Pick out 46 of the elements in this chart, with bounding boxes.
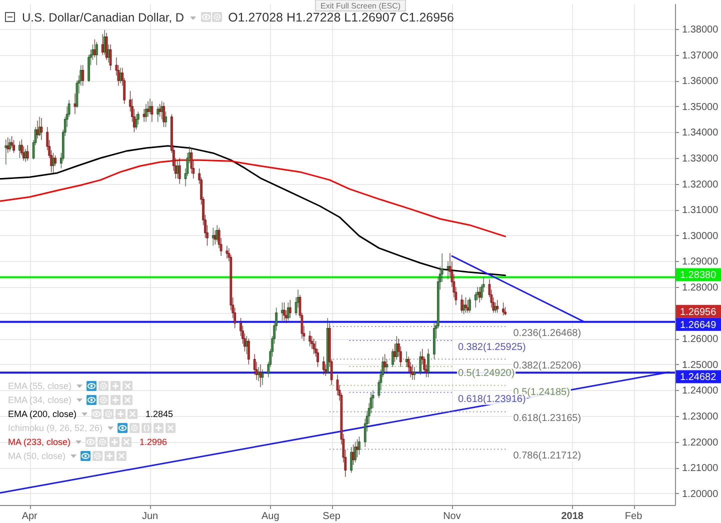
annotation: 0.5(1.24920) [458, 368, 515, 379]
x-tick-label: Feb [624, 511, 643, 522]
y-tick-label: 1.24000 [682, 386, 719, 397]
text: U.S. Dollar/Canadian Dollar, D [22, 10, 184, 24]
y-tick-label: 1.23000 [682, 411, 719, 422]
y-tick-label: 1.25000 [682, 360, 719, 371]
text: EMA (200, close) [8, 409, 77, 420]
y-tick-label: 1.32000 [682, 179, 719, 190]
y-tick-label: 1.28000 [682, 282, 719, 294]
annotation: EMA (55, close) [8, 381, 72, 392]
annotation: 1.2996 [140, 437, 168, 448]
annotation: 0.618(1.23165) [513, 413, 582, 424]
annotation: 0.236(1.26468) [513, 328, 582, 340]
y-tick-label: 1.35000 [682, 102, 719, 113]
y-tick-label: 1.30000 [682, 230, 719, 242]
y-tick-label: 1.33000 [682, 154, 719, 165]
annotation: EMA (34, close) [8, 395, 72, 406]
annotation: 0.382(1.25925) [458, 342, 526, 354]
text: MA (233, close) [8, 437, 71, 448]
annotation: MA (50, close) [8, 451, 66, 462]
y-tick-label: 1.31000 [682, 205, 719, 216]
x-tick-label: Apr [22, 511, 38, 522]
ref-line-label: 1.28380 [680, 270, 717, 282]
y-tick-label: 1.37000 [682, 50, 719, 62]
ref-line-label: 1.26649 [680, 320, 717, 331]
text: 1.26956 [680, 306, 717, 318]
y-tick-label: 1.29000 [682, 256, 719, 268]
x-tick-label: Aug [261, 511, 280, 522]
text: O1.27028 H1.27228 L1.26907 C1.26956 [228, 10, 454, 24]
y-tick-label: 1.26000 [682, 334, 719, 346]
x-tick-label: 2018 [561, 511, 584, 522]
x-tick-label: Jun [142, 511, 158, 522]
y-tick-label: 1.38000 [682, 24, 719, 36]
x-tick-label: Nov [443, 511, 461, 522]
y-tick-label: 1.20000 [682, 488, 719, 500]
y-tick-label: 1.21000 [682, 463, 719, 474]
annotation: 1.2845 [146, 409, 174, 420]
annotation: 0.382(1.25206) [513, 360, 582, 372]
annotation: Ichimoku (9, 26, 52, 26) [8, 423, 103, 434]
ref-line-label: 1.24682 [680, 372, 717, 384]
annotation: Exit Full Screen (ESC) [320, 2, 401, 10]
y-tick-label: 1.34000 [682, 128, 719, 139]
x-tick-label: Sep [322, 511, 341, 522]
y-tick-label: 1.22000 [682, 437, 719, 448]
y-tick-label: 1.36000 [682, 76, 719, 88]
annotation: 0.786(1.21712) [513, 450, 582, 462]
